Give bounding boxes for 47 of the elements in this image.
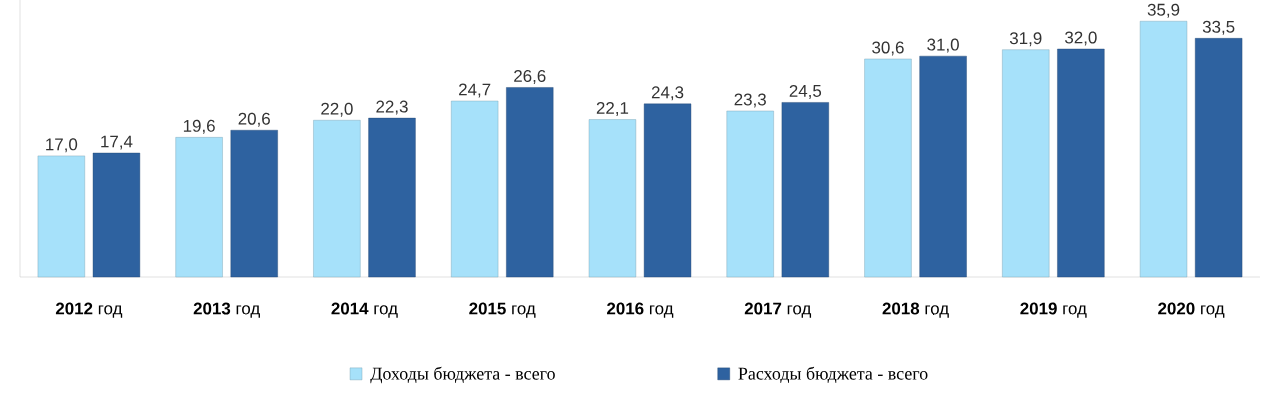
bar — [1057, 48, 1105, 278]
data-label: 35,9 — [1147, 3, 1180, 18]
data-label: 31,9 — [1009, 32, 1042, 47]
x-tick-label: 2015 год — [469, 302, 536, 318]
x-tick-label: 2012 год — [55, 302, 123, 318]
bar — [451, 100, 499, 278]
bar — [1139, 21, 1188, 278]
bar — [175, 137, 223, 278]
data-label: 19,6 — [183, 119, 215, 134]
data-label: 33,5 — [1202, 20, 1235, 35]
data-label: 22,1 — [596, 102, 629, 117]
data-label: 22,3 — [376, 100, 408, 115]
data-label: 23,3 — [734, 93, 766, 108]
x-tick-label: 2017 год — [744, 302, 812, 318]
bar — [37, 155, 85, 278]
bar — [919, 55, 967, 278]
bar — [643, 103, 692, 278]
data-label: 24,5 — [789, 84, 822, 99]
bar — [230, 130, 278, 278]
bar — [781, 102, 829, 278]
bar — [1002, 49, 1050, 278]
legend-label: Расходы бюджета - всего — [738, 366, 928, 383]
data-label: 30,6 — [872, 41, 904, 56]
data-label: 31,0 — [927, 38, 959, 53]
bar — [588, 119, 637, 278]
bar — [368, 117, 416, 278]
x-tick-label: 2014 год — [331, 302, 398, 318]
bar — [726, 110, 774, 278]
x-tick-label: 2020 год — [1158, 302, 1225, 318]
legend-label: Доходы бюджета - всего — [370, 366, 555, 384]
data-label: 32,0 — [1065, 31, 1097, 46]
data-label: 20,6 — [238, 112, 270, 127]
bar — [92, 152, 141, 278]
data-label: 17,0 — [46, 138, 78, 153]
bar — [506, 87, 554, 278]
x-tick-label: 2018 год — [882, 302, 949, 318]
data-label: 24,3 — [651, 86, 684, 101]
bar — [313, 120, 361, 278]
bar — [1195, 38, 1243, 278]
x-tick-label: 2019 год — [1020, 302, 1087, 318]
bar — [864, 58, 912, 278]
data-label: 17,4 — [101, 135, 133, 150]
data-label: 24,7 — [459, 83, 491, 98]
data-label: 22,0 — [321, 102, 353, 117]
x-tick-label: 2013 год — [193, 302, 260, 318]
data-label: 26,6 — [514, 69, 546, 84]
x-tick-label: 2016 год — [607, 302, 674, 318]
